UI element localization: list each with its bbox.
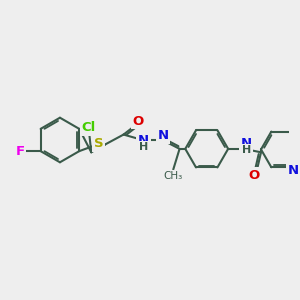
Text: H: H (139, 142, 148, 152)
Text: Cl: Cl (82, 121, 96, 134)
Text: N: N (158, 130, 169, 142)
Text: O: O (132, 115, 143, 128)
Text: N: N (288, 164, 299, 177)
Text: N: N (138, 134, 149, 147)
Text: N: N (241, 137, 252, 150)
Text: O: O (249, 169, 260, 182)
Text: S: S (94, 137, 104, 151)
Text: H: H (242, 145, 251, 155)
Text: CH₃: CH₃ (163, 171, 182, 181)
Text: F: F (16, 145, 25, 158)
